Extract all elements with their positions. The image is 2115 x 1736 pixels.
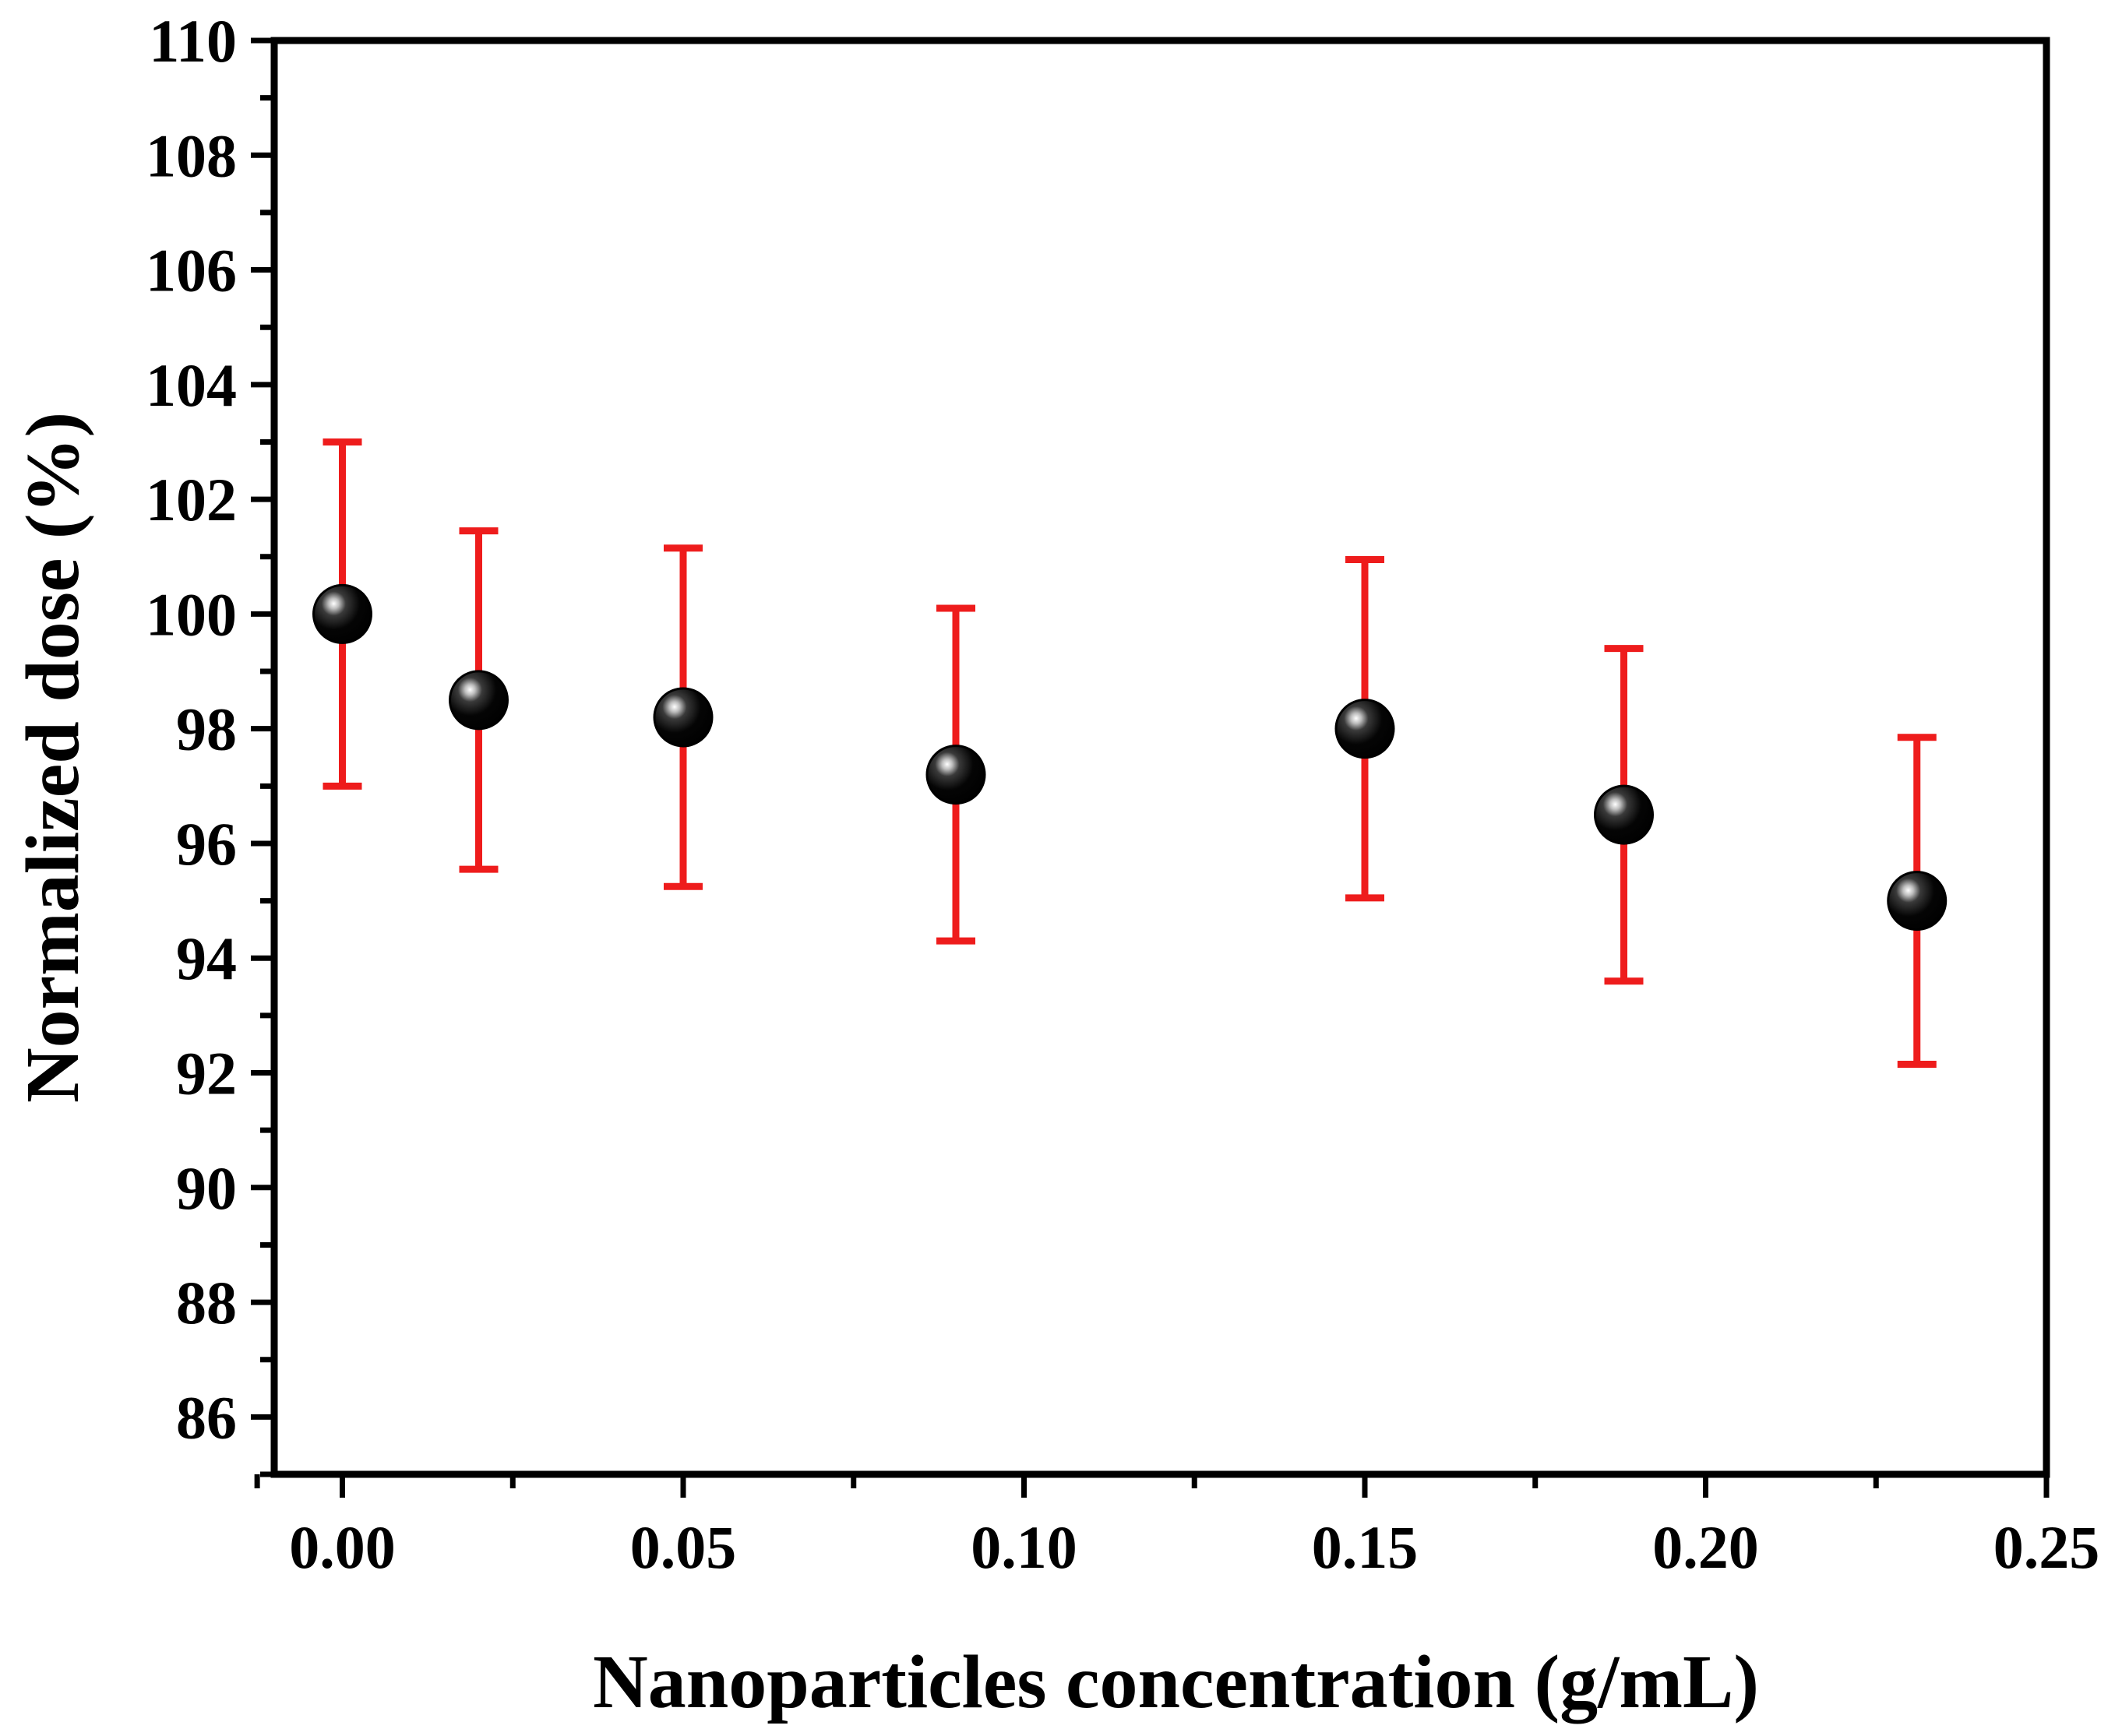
y-tick-label: 90 [176,1154,237,1222]
x-axis-title: Nanoparticles concentration (g/mL) [593,1640,1759,1724]
data-markers [312,583,1948,931]
x-tick-label: 0.20 [1652,1513,1759,1581]
y-axis: 86 88 90 92 94 96 98 100 102 104 106 108 110 [146,7,274,1477]
data-point [1887,871,1948,931]
y-tick-label: 110 [149,7,237,75]
data-point [449,670,509,731]
x-tick-label: 0.25 [1993,1513,2100,1581]
y-tick-label: 106 [146,237,237,305]
data-point [1594,784,1654,845]
y-tick-label: 98 [176,695,237,763]
data-point [312,583,372,644]
y-tick-label: 96 [176,810,237,878]
error-bars [323,438,1937,1068]
y-tick-label: 104 [146,351,237,419]
y-tick-label: 88 [176,1269,237,1336]
plot-frame [270,37,2050,1478]
y-tick-label: 100 [146,580,237,648]
x-tick-label: 0.00 [289,1513,396,1581]
y-axis-title: Normalized dose (%) [11,412,95,1103]
x-tick-label: 0.15 [1312,1513,1419,1581]
y-tick-label: 86 [176,1383,237,1451]
data-point [1334,699,1395,759]
data-point [653,687,714,748]
x-tick-label: 0.05 [630,1513,737,1581]
data-point [925,745,986,805]
x-axis: 0.00 0.05 0.10 0.15 0.20 0.25 [254,1474,2100,1581]
y-tick-label: 92 [176,1040,237,1107]
y-tick-label: 102 [146,466,237,533]
y-tick-label: 94 [176,924,237,992]
y-tick-label: 108 [146,121,237,189]
x-tick-label: 0.10 [971,1513,1077,1581]
